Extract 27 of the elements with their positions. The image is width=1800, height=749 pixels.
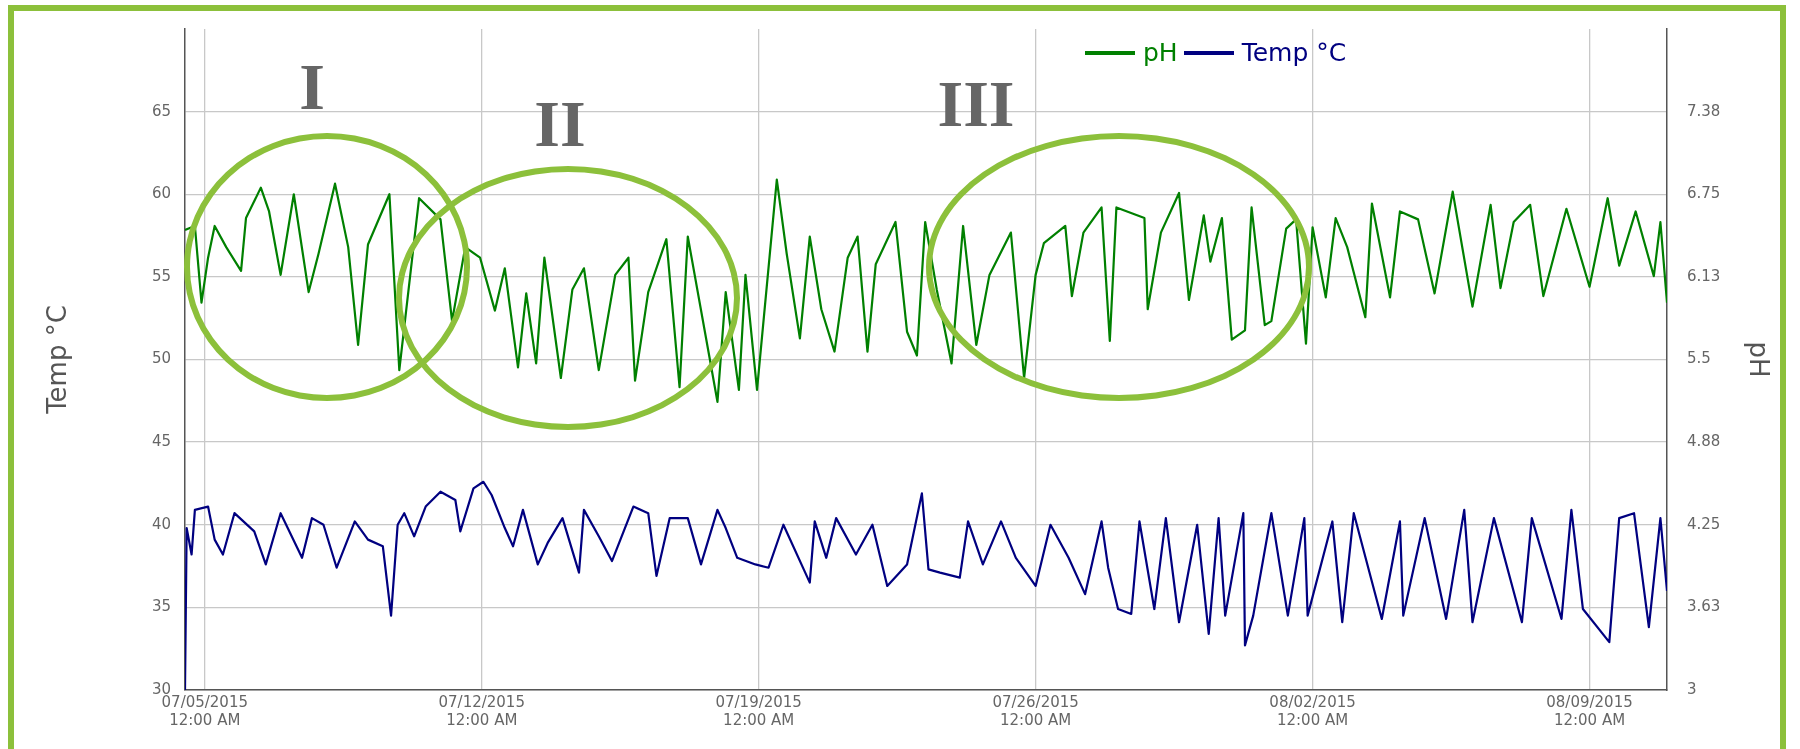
y-axis-title: Temp °C [42,305,73,415]
y2-tick-label: 5.5 [1687,349,1711,368]
y2-tick-label: 3 [1687,679,1697,698]
x-tick-label: 08/09/2015 12:00 AM [1546,692,1633,729]
y-tick-label: 55 [151,266,171,285]
x-tick-label: 07/26/2015 12:00 AM [992,692,1079,729]
legend-label: pH [1143,38,1178,67]
y2-axis-title: pH [1743,341,1774,378]
y-tick-label: 35 [151,597,171,616]
y2-tick-label: 4.88 [1687,432,1721,451]
y-tick-label: 45 [151,432,171,451]
x-tick-label: 07/19/2015 12:00 AM [715,692,802,729]
y2-tick-label: 4.25 [1687,514,1721,533]
y-tick-label: 65 [151,101,171,120]
y-tick-label: 40 [151,514,171,533]
annotation: I [299,50,325,124]
y2-tick-label: 3.63 [1687,597,1721,616]
x-tick-label: 07/12/2015 12:00 AM [438,692,525,729]
legend-label: Temp °C [1241,38,1347,67]
y2-tick-label: 7.38 [1687,101,1721,120]
y-tick-label: 60 [151,184,171,203]
y-tick-label: 50 [151,349,171,368]
x-tick-label: 08/02/2015 12:00 AM [1269,692,1356,729]
annotation: III [937,67,1015,141]
y2-tick-label: 6.13 [1687,266,1721,285]
y2-tick-label: 6.75 [1687,184,1721,203]
annotation: II [534,87,586,161]
